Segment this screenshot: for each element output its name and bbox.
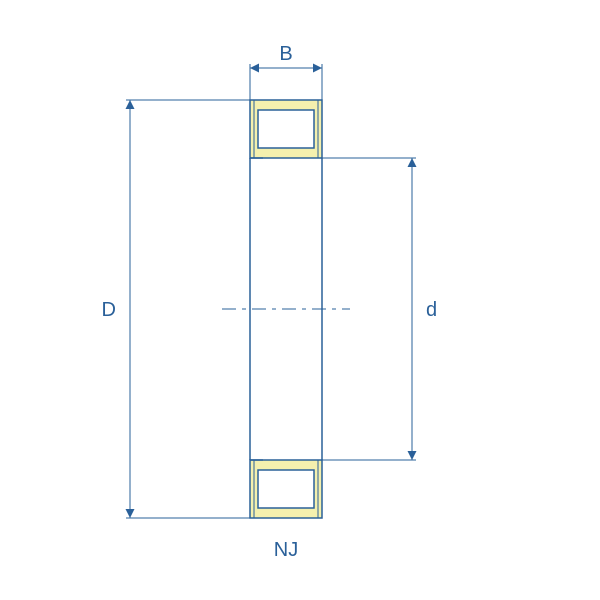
dimension-label-B: B — [279, 43, 292, 65]
bearing-type-label: NJ — [274, 539, 298, 561]
dimension-label-D: D — [102, 299, 116, 321]
bearing-cross-section-diagram: B Dd NJ — [0, 0, 600, 600]
dimension-label-d: d — [426, 299, 437, 321]
